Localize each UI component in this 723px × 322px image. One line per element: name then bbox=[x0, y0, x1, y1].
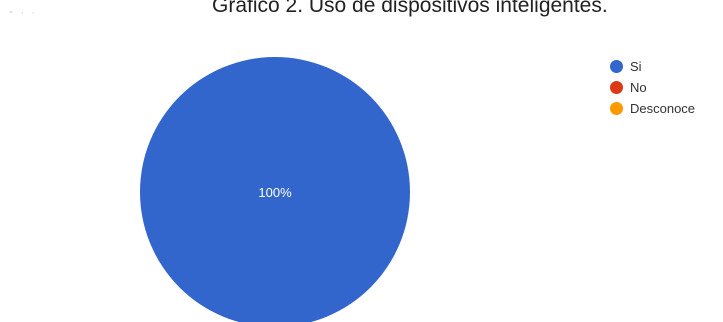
legend-item-desconoce[interactable]: Desconoce bbox=[610, 98, 695, 119]
pie-slice-label-si: 100% bbox=[258, 185, 292, 200]
pie-slice-si[interactable] bbox=[140, 57, 410, 322]
corner-mark: ⁃ · · bbox=[8, 7, 37, 19]
pie-slices bbox=[140, 57, 410, 322]
legend-swatch-no bbox=[610, 81, 623, 94]
legend-swatch-desconoce bbox=[610, 102, 623, 115]
legend: Si No Desconoce bbox=[610, 56, 695, 119]
legend-item-no[interactable]: No bbox=[610, 77, 695, 98]
legend-label-no: No bbox=[630, 80, 647, 95]
legend-label-si: Si bbox=[630, 59, 642, 74]
legend-label-desconoce: Desconoce bbox=[630, 101, 696, 116]
legend-item-si[interactable]: Si bbox=[610, 56, 695, 77]
pie-slice-labels: 100% bbox=[258, 185, 292, 200]
chart-title: Gráfico 2. Uso de dispositivos inteligen… bbox=[212, 0, 608, 17]
legend-swatch-si bbox=[610, 60, 623, 73]
